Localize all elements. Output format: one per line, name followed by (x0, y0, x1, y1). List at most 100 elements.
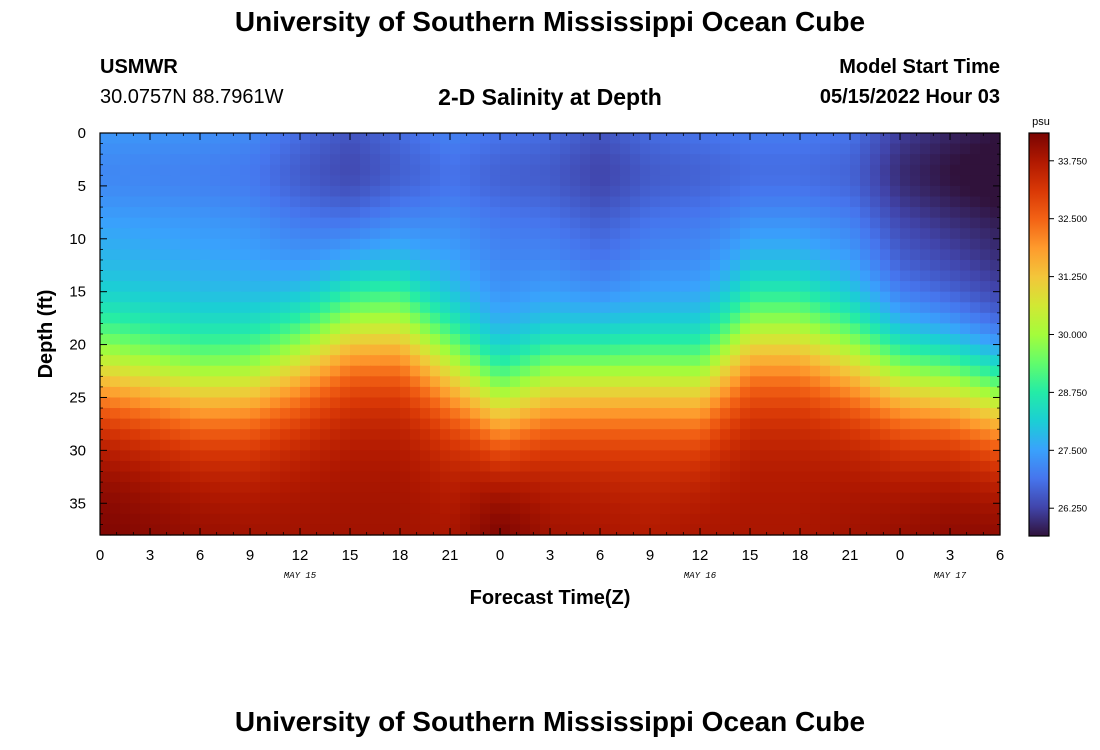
heatmap-cell (940, 429, 951, 441)
heatmap-cell (190, 344, 201, 356)
heatmap-cell (310, 259, 321, 272)
heatmap-cell (620, 429, 631, 441)
heatmap-cell (920, 270, 931, 282)
heatmap-cell (950, 492, 961, 504)
heatmap-cell (950, 302, 961, 314)
heatmap-cell (660, 524, 671, 536)
heatmap-cell (700, 217, 711, 229)
heatmap-cell (960, 355, 971, 367)
heatmap-cell (230, 355, 241, 367)
heatmap-cell (180, 524, 191, 536)
heatmap-cell (340, 397, 351, 409)
heatmap-cell (170, 492, 181, 504)
heatmap-cell (200, 397, 211, 409)
heatmap-cell (990, 355, 1001, 367)
heatmap-cell (270, 143, 281, 155)
heatmap-cell (620, 207, 631, 219)
heatmap-cell (700, 175, 711, 187)
heatmap-cell (110, 408, 121, 420)
heatmap-cell (280, 302, 291, 314)
heatmap-cell (300, 471, 311, 483)
heatmap-cell (620, 439, 631, 451)
heatmap-cell (140, 524, 151, 536)
heatmap-cell (160, 291, 171, 303)
heatmap-cell (480, 238, 491, 250)
heatmap-cell (720, 365, 731, 377)
heatmap-cell (960, 249, 971, 261)
heatmap-cell (430, 164, 441, 176)
heatmap-cell (900, 334, 911, 346)
heatmap-cell (380, 164, 391, 176)
heatmap-cell (610, 259, 621, 272)
heatmap-cell (760, 418, 771, 430)
heatmap-cell (870, 185, 881, 198)
heatmap-cell (850, 281, 861, 293)
heatmap-cell (180, 429, 191, 441)
heatmap-cell (310, 334, 321, 346)
heatmap-cell (170, 143, 181, 155)
heatmap-cell (180, 281, 191, 293)
heatmap-cell (550, 164, 561, 176)
heatmap-cell (640, 492, 651, 504)
heatmap-cell (590, 217, 601, 229)
heatmap-cell (530, 365, 541, 377)
heatmap-cell (230, 386, 241, 399)
heatmap-cell (650, 482, 661, 494)
heatmap-cell (770, 344, 781, 356)
heatmap-cell (940, 238, 951, 250)
heatmap-cell (990, 513, 1001, 526)
heatmap-cell (570, 323, 581, 335)
heatmap-cell (780, 460, 791, 473)
heatmap-cell (330, 503, 341, 515)
heatmap-cell (210, 281, 221, 293)
heatmap-cell (970, 418, 981, 430)
heatmap-cell (240, 524, 251, 536)
heatmap-cell (910, 450, 921, 462)
heatmap-cell (570, 175, 581, 187)
heatmap-cell (790, 355, 801, 367)
heatmap-cell (850, 492, 861, 504)
heatmap-cell (400, 386, 411, 399)
heatmap-cell (730, 270, 741, 282)
heatmap-cell (670, 249, 681, 261)
heatmap-cell (870, 471, 881, 483)
heatmap-cell (580, 344, 591, 356)
heatmap-cell (990, 334, 1001, 346)
heatmap-cell (580, 460, 591, 473)
heatmap-cell (100, 196, 111, 208)
heatmap-cell (450, 281, 461, 293)
heatmap-cell (470, 460, 481, 473)
heatmap-cell (940, 450, 951, 462)
heatmap-cell (950, 175, 961, 187)
y-tick-label: 25 (69, 389, 86, 406)
heatmap-cell (160, 418, 171, 430)
heatmap-cell (310, 185, 321, 198)
heatmap-cell (110, 524, 121, 536)
heatmap-cell (640, 397, 651, 409)
heatmap-cell (570, 355, 581, 367)
heatmap-cell (350, 133, 361, 145)
heatmap-cell (120, 408, 131, 420)
heatmap-cell (840, 238, 851, 250)
heatmap-cell (590, 143, 601, 155)
heatmap-cell (560, 524, 571, 536)
heatmap-cell (700, 429, 711, 441)
heatmap-cell (870, 154, 881, 166)
heatmap-cell (340, 376, 351, 388)
heatmap-cell (440, 249, 451, 261)
heatmap-cell (170, 439, 181, 451)
heatmap-cell (570, 492, 581, 504)
heatmap-cell (490, 503, 501, 515)
heatmap-cell (180, 175, 191, 187)
heatmap-cell (420, 185, 431, 198)
heatmap-cell (210, 323, 221, 335)
heatmap-cell (220, 408, 231, 420)
heatmap-cell (500, 482, 511, 494)
heatmap-cell (740, 524, 751, 536)
heatmap-cell (440, 524, 451, 536)
heatmap-cell (220, 344, 231, 356)
heatmap-cell (340, 492, 351, 504)
heatmap-cell (130, 281, 141, 293)
heatmap-cell (990, 408, 1001, 420)
heatmap-cell (730, 334, 741, 346)
